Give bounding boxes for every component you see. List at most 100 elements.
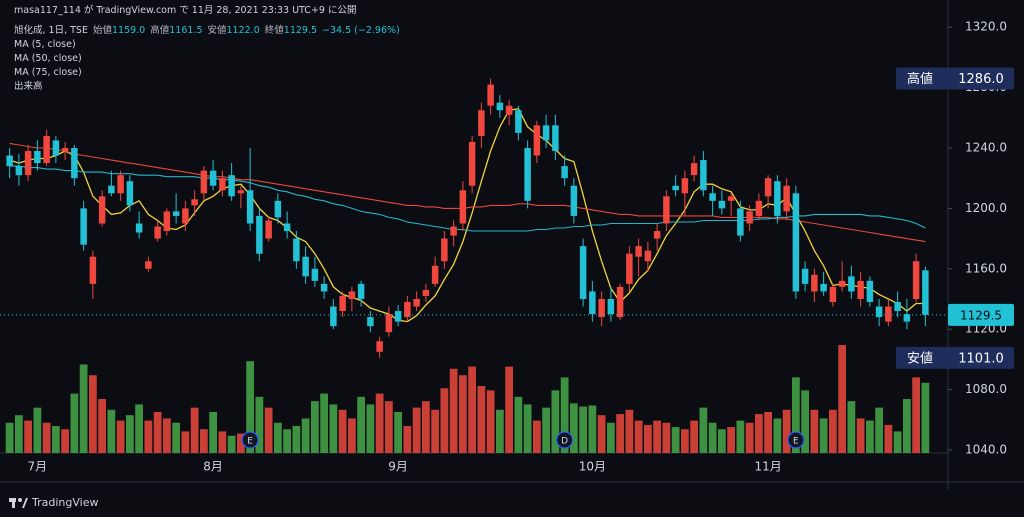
- ma-line: [9, 107, 926, 323]
- volume-bar: [24, 420, 33, 453]
- volume-bars: [5, 345, 930, 453]
- footer-logo: [9, 498, 28, 508]
- candle-body: [764, 178, 772, 197]
- candle-body: [616, 286, 624, 318]
- volume-bar: [209, 411, 218, 453]
- x-tick-label: 10月: [579, 460, 606, 474]
- candle-body: [357, 283, 365, 299]
- price-tag-label: 1101.0: [958, 351, 1004, 366]
- volume-bar: [403, 426, 412, 453]
- candle-body: [61, 147, 69, 151]
- candle-body: [265, 220, 272, 239]
- volume-bar: [782, 409, 791, 453]
- volume-bar: [264, 407, 273, 453]
- event-label: E: [793, 437, 799, 447]
- price-tag: [896, 346, 1014, 369]
- volume-bar: [662, 422, 671, 453]
- price-tag-name: 高値: [907, 71, 933, 87]
- volume-bar: [838, 345, 847, 453]
- candle-body: [256, 215, 263, 254]
- volume-bar: [523, 404, 532, 453]
- volume-bar: [505, 366, 514, 453]
- ohlc-name: 高値: [150, 25, 170, 36]
- x-tick-label: 7月: [28, 460, 48, 474]
- candle-body: [219, 178, 226, 191]
- volume-bar: [727, 427, 736, 453]
- candle-body: [727, 196, 735, 201]
- candle-body: [108, 185, 115, 194]
- volume-bar: [532, 420, 541, 453]
- candle-body: [468, 141, 476, 186]
- candle-body: [71, 147, 78, 179]
- volume-bar: [597, 415, 606, 453]
- volume-bar: [773, 418, 782, 453]
- header: masa117_114 が TradingView.com で 11月 28, …: [14, 5, 357, 16]
- x-tick-label: 8月: [203, 460, 223, 474]
- candle-body: [737, 208, 744, 236]
- volume-bar: [357, 396, 366, 453]
- volume-bar: [384, 401, 393, 453]
- candle-body: [182, 208, 189, 224]
- legend-entry: MA (75, close): [14, 67, 82, 78]
- volume-bar: [791, 377, 800, 453]
- volume-bar: [468, 366, 477, 453]
- candle-body: [80, 208, 87, 245]
- candle-body: [487, 84, 494, 106]
- candle-body: [848, 276, 855, 292]
- volume-bar: [320, 393, 329, 453]
- logo-part: [12, 498, 15, 508]
- candle-body: [755, 200, 763, 216]
- candle-body: [126, 181, 134, 206]
- ohlc-change: −34.5 (−2.96%): [322, 25, 400, 36]
- volume-bar: [764, 411, 773, 453]
- candle-body: [274, 200, 282, 218]
- candle-body: [783, 185, 790, 212]
- volume-bar: [754, 414, 763, 453]
- volume-bar: [671, 427, 680, 453]
- candle-body: [663, 196, 670, 224]
- volume-bar: [199, 429, 208, 453]
- volume-bar: [875, 407, 884, 453]
- volume-bar: [893, 431, 902, 453]
- event-marker: [241, 431, 259, 449]
- candle-body: [792, 193, 800, 292]
- volume-bar: [246, 361, 255, 453]
- candle-body: [829, 286, 837, 302]
- candle-body: [857, 280, 864, 299]
- candle-body: [376, 341, 383, 352]
- y-tick-label: 1160.0: [965, 261, 1007, 275]
- volume-bar: [162, 418, 171, 453]
- volume-bar: [144, 420, 153, 453]
- candle-body: [404, 302, 411, 318]
- volume-bar: [227, 435, 236, 453]
- candle-body: [191, 199, 198, 206]
- volume-bar: [579, 406, 588, 453]
- candle-body: [34, 151, 41, 164]
- volume-bar: [551, 390, 560, 453]
- candle-body: [154, 226, 161, 239]
- volume-bar: [616, 414, 625, 453]
- volume-bar: [625, 409, 634, 453]
- volume-bar: [273, 422, 282, 453]
- candle-body: [450, 226, 457, 236]
- volume-bar: [42, 422, 51, 453]
- x-tick-label: 11月: [754, 460, 781, 474]
- candle-body: [302, 256, 309, 277]
- volume-bar: [338, 409, 347, 453]
- ohlc-row: 旭化成, 1日, TSE 始値1159.0 高値1161.5 安値1122.0 終値11…: [14, 24, 400, 38]
- volume-bar: [431, 409, 440, 453]
- candle-body: [117, 175, 124, 194]
- volume-bar: [329, 404, 338, 453]
- candle-body: [98, 196, 106, 224]
- volume-bar: [810, 409, 819, 453]
- candle-body: [237, 190, 245, 194]
- volume-bar: [88, 375, 97, 453]
- candle-body: [209, 170, 217, 186]
- volume-bar: [865, 420, 874, 453]
- volume-bar: [292, 426, 301, 453]
- legend-row: MA (5, close): [14, 38, 400, 52]
- volume-bar: [5, 422, 14, 453]
- volume-bar: [828, 409, 837, 453]
- volume-bar: [819, 418, 828, 453]
- volume-bar: [51, 426, 60, 453]
